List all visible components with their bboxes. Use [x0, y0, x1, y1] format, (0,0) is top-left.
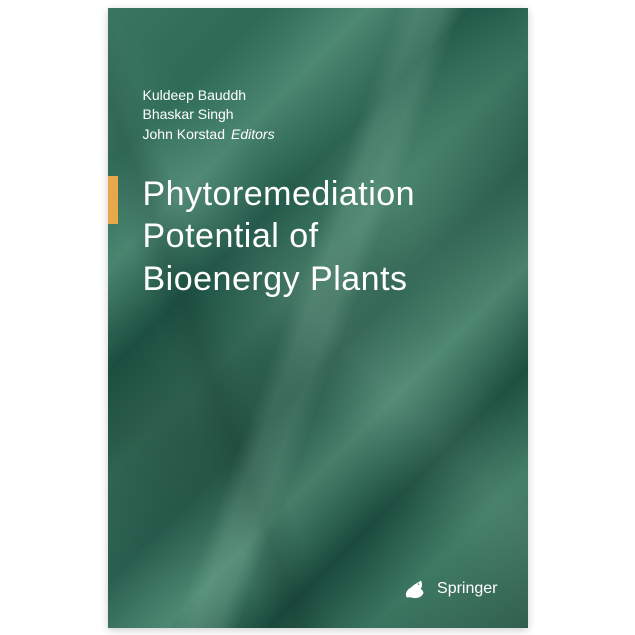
editors-block: Kuldeep Bauddh Bhaskar Singh John Korsta… [143, 86, 275, 145]
book-cover: Kuldeep Bauddh Bhaskar Singh John Korsta… [108, 8, 528, 628]
title-line-1: Phytoremediation [143, 173, 416, 216]
editors-label: Editors [231, 126, 275, 142]
springer-horse-icon [401, 575, 429, 603]
title-block: Phytoremediation Potential of Bioenergy … [143, 173, 416, 301]
accent-bar [108, 176, 118, 224]
editor-name-3-row: John Korstad Editors [143, 125, 275, 145]
publisher-block: Springer [401, 575, 497, 603]
title-line-3: Bioenergy Plants [143, 258, 416, 301]
editor-name-3: John Korstad [143, 126, 226, 142]
editor-name-1: Kuldeep Bauddh [143, 86, 275, 106]
publisher-name: Springer [437, 580, 497, 598]
editor-name-2: Bhaskar Singh [143, 105, 275, 125]
title-line-2: Potential of [143, 215, 416, 258]
